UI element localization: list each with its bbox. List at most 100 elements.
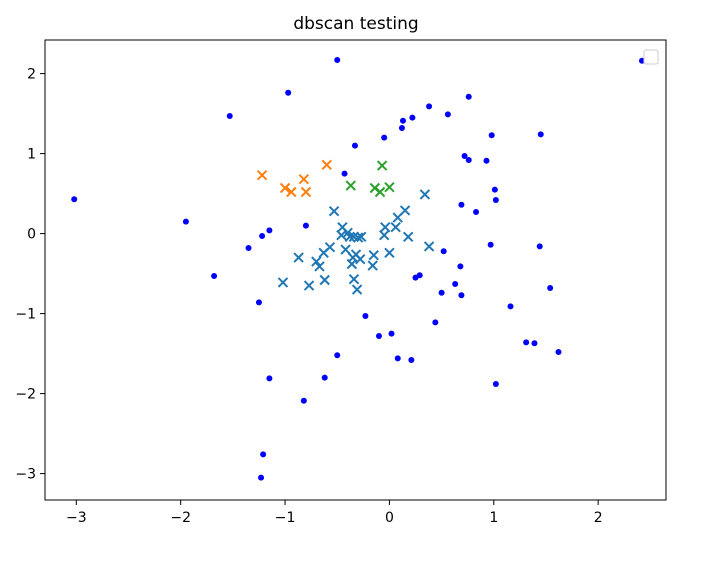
data-point-x <box>351 284 363 295</box>
data-point <box>465 93 472 100</box>
x-tick-label: 1 <box>489 510 498 526</box>
data-point-x <box>256 169 268 181</box>
data-point-x <box>419 189 431 200</box>
data-point-x <box>352 232 364 243</box>
data-point <box>491 186 498 193</box>
y-tick-label: −3 <box>15 467 36 483</box>
data-point <box>381 134 388 141</box>
data-point-x <box>376 160 388 171</box>
data-point-x <box>374 186 386 198</box>
legend-box <box>643 49 659 65</box>
x-tick-label: −2 <box>170 510 191 526</box>
data-point <box>259 233 266 239</box>
data-point-x <box>279 182 291 194</box>
data-point <box>488 132 495 139</box>
data-point <box>458 292 465 299</box>
data-point-x <box>303 280 315 291</box>
data-point <box>531 340 538 347</box>
data-point <box>334 352 341 359</box>
data-point-x <box>340 244 351 255</box>
data-point-x <box>336 229 347 241</box>
x-tick-label: 2 <box>594 510 603 526</box>
data-point-x <box>354 253 366 265</box>
data-point <box>536 243 543 250</box>
x-tick-label: −3 <box>66 510 87 526</box>
data-point-x <box>293 252 304 263</box>
data-point <box>438 289 445 296</box>
data-point <box>483 157 490 164</box>
data-point-x <box>311 256 322 267</box>
data-point-x <box>378 229 390 241</box>
data-point <box>432 319 439 326</box>
data-point <box>409 114 416 121</box>
data-point <box>245 245 252 251</box>
data-point-x <box>380 221 391 233</box>
data-point <box>523 339 530 346</box>
data-point <box>547 285 554 291</box>
data-point-x <box>402 231 414 243</box>
data-point-x <box>348 273 360 285</box>
data-point-x <box>314 261 325 272</box>
data-point <box>408 357 415 363</box>
data-point-x <box>356 231 367 243</box>
chart-title: dbscan testing <box>293 14 418 34</box>
data-point <box>285 89 292 96</box>
data-point <box>399 117 406 124</box>
data-point <box>440 248 447 255</box>
data-point-x <box>321 159 333 171</box>
data-point <box>416 272 423 279</box>
data-point <box>362 313 369 319</box>
data-point <box>457 263 464 270</box>
data-point-x <box>368 249 379 261</box>
data-point <box>465 157 472 163</box>
data-point-x <box>277 277 289 288</box>
data-point <box>388 330 395 337</box>
data-point <box>555 349 562 355</box>
data-point-x <box>423 241 435 252</box>
data-point <box>226 113 233 119</box>
data-point-x <box>384 181 395 193</box>
data-point <box>537 131 544 138</box>
data-point-x <box>344 231 355 243</box>
data-point <box>492 381 499 387</box>
data-point <box>266 227 273 234</box>
data-points <box>71 57 645 481</box>
data-point <box>487 241 494 248</box>
data-point-x <box>286 186 297 198</box>
data-point <box>351 142 358 149</box>
data-point <box>255 299 262 306</box>
data-point <box>302 222 309 229</box>
x-tick-label: −1 <box>275 510 296 526</box>
data-point-x <box>328 205 340 217</box>
data-point <box>426 103 433 110</box>
data-point-x <box>300 186 312 198</box>
data-point <box>394 355 401 362</box>
data-point <box>375 333 382 339</box>
data-point-x <box>298 173 310 185</box>
data-point <box>266 375 273 382</box>
data-point-x <box>324 241 336 253</box>
plot-area <box>45 40 666 500</box>
data-point <box>182 218 189 225</box>
data-point-x <box>319 274 330 286</box>
data-point <box>71 196 78 203</box>
data-point <box>452 281 459 287</box>
data-point <box>473 209 480 215</box>
data-point-x <box>384 247 395 259</box>
data-point <box>334 57 341 63</box>
data-point-x <box>390 221 401 233</box>
y-tick-label: 0 <box>27 227 36 243</box>
plot-frame <box>44 39 667 501</box>
data-point <box>507 303 514 310</box>
data-point <box>461 153 468 159</box>
data-point <box>492 197 499 203</box>
axis-ticks: −3 −2 −1 0 1 2 −3 −2 −1 0 1 2 <box>15 67 602 526</box>
y-tick-label: 1 <box>27 147 36 163</box>
data-point-x <box>399 205 411 216</box>
data-point <box>341 170 348 177</box>
data-point-x <box>345 180 357 191</box>
x-tick-label: 0 <box>385 510 394 526</box>
y-tick-label: −2 <box>15 387 36 403</box>
data-point <box>258 474 265 481</box>
